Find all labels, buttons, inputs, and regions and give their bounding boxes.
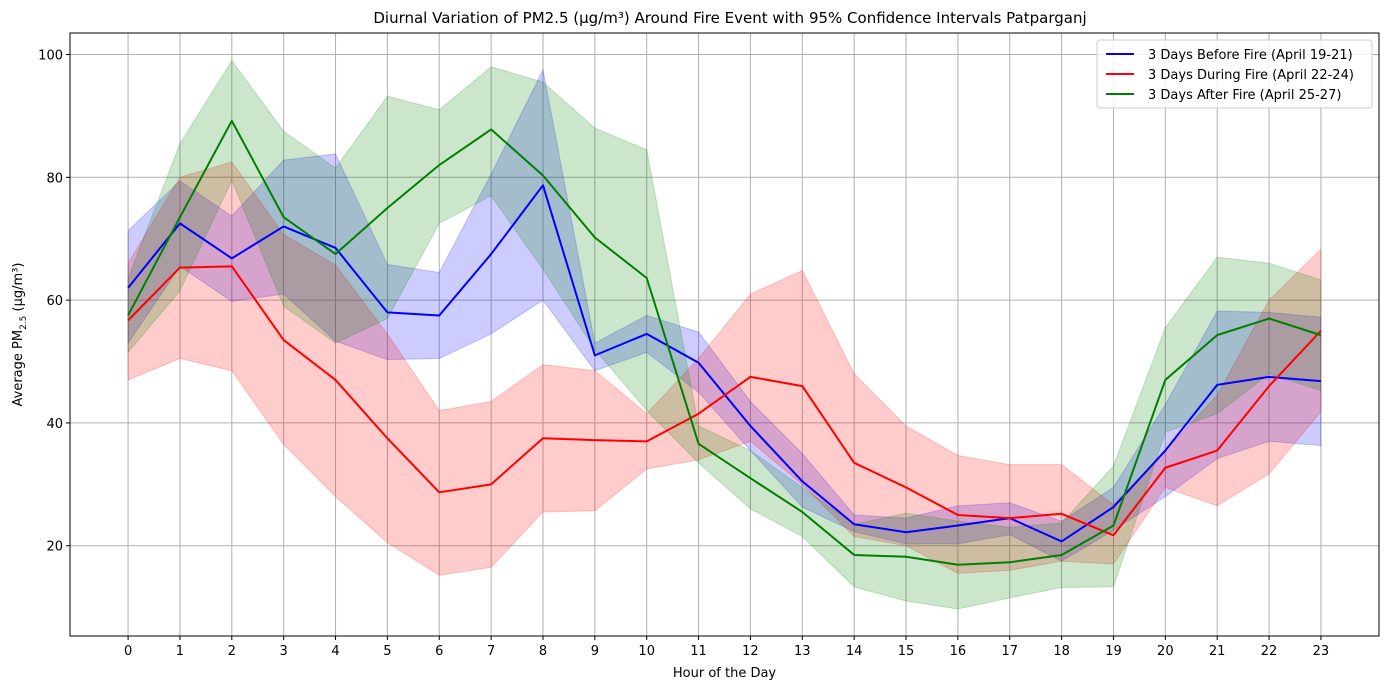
x-tick-label: 23 xyxy=(1313,644,1330,659)
x-tick-label: 16 xyxy=(950,644,967,659)
y-axis-ticks: 20 40 60 80 100 xyxy=(38,48,70,555)
chart-title: Diurnal Variation of PM2.5 (µg/m³) Aroun… xyxy=(373,9,1086,27)
x-tick-label: 11 xyxy=(690,644,707,659)
x-tick-label: 1 xyxy=(176,644,184,659)
y-tick-label: 20 xyxy=(46,540,63,555)
y-tick-label: 80 xyxy=(46,171,63,186)
x-tick-label: 17 xyxy=(1001,644,1018,659)
x-tick-label: 20 xyxy=(1157,644,1174,659)
x-tick-label: 18 xyxy=(1053,644,1070,659)
legend-label-1: 3 Days Before Fire (April 19-21) xyxy=(1148,48,1353,63)
legend-box xyxy=(1096,39,1373,109)
x-tick-label: 14 xyxy=(846,644,863,659)
x-tick-label: 19 xyxy=(1105,644,1122,659)
series-line-3 xyxy=(127,119,1322,566)
y-tick-label: 40 xyxy=(46,417,63,432)
x-tick-label: 4 xyxy=(331,644,339,659)
x-tick-label: 0 xyxy=(124,644,132,659)
y-tick-label: 100 xyxy=(38,48,63,63)
x-axis-label: Hour of the Day xyxy=(673,666,777,681)
x-tick-label: 2 xyxy=(228,644,236,659)
series-lines xyxy=(127,119,1322,566)
y-axis-label-suffix: (µg/m³) xyxy=(11,263,26,316)
y-axis-label: Average PM2.5 (µg/m³) xyxy=(11,263,29,407)
x-tick-label: 12 xyxy=(742,644,759,659)
x-tick-label: 13 xyxy=(794,644,811,659)
x-axis-ticks: 0 1 2 3 4 5 6 7 8 9 10 11 12 13 14 15 16 17 18 19 20 21 22 23 xyxy=(124,636,1329,659)
x-tick-label: 8 xyxy=(539,644,547,659)
confidence-band-2 xyxy=(127,161,1322,576)
legend-label-2: 3 Days During Fire (April 22-24) xyxy=(1148,68,1354,83)
x-tick-label: 5 xyxy=(383,644,391,659)
x-tick-label: 22 xyxy=(1261,644,1278,659)
x-tick-label: 15 xyxy=(898,644,915,659)
confidence-band-3 xyxy=(127,59,1322,610)
legend-label-3: 3 Days After Fire (April 25-27) xyxy=(1148,88,1341,103)
x-tick-label: 7 xyxy=(487,644,495,659)
x-tick-label: 3 xyxy=(280,644,288,659)
y-axis-label-prefix: Average PM xyxy=(11,330,26,407)
x-tick-label: 10 xyxy=(638,644,655,659)
x-tick-label: 6 xyxy=(435,644,443,659)
plot-area-frame xyxy=(69,32,1380,637)
confidence-bands xyxy=(127,59,1322,610)
y-axis-label-subscript: 2.5 xyxy=(19,316,29,330)
x-tick-label: 21 xyxy=(1209,644,1226,659)
y-tick-label: 60 xyxy=(46,294,63,309)
x-tick-label: 9 xyxy=(591,644,599,659)
series-line-2 xyxy=(127,265,1322,537)
legend: 3 Days Before Fire (April 19-21) 3 Days D… xyxy=(1096,39,1373,109)
confidence-band-1 xyxy=(127,68,1322,562)
